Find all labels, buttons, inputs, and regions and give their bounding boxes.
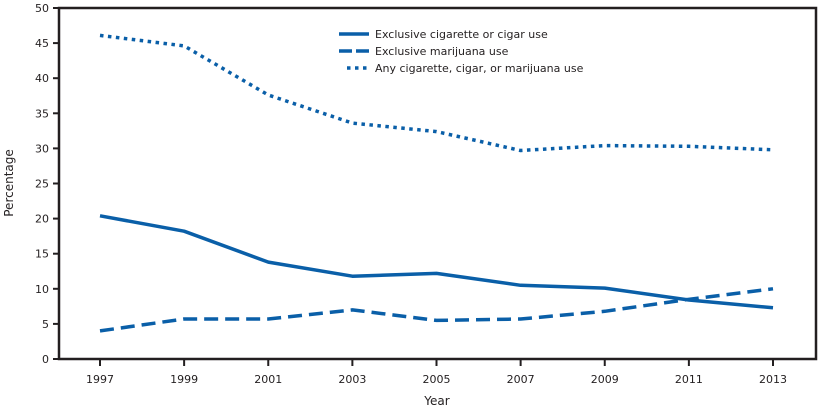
x-tick-label: 2007 — [507, 373, 535, 386]
data-point — [435, 130, 439, 134]
legend-label-2: Exclusive marijuana use — [375, 45, 509, 58]
data-point — [603, 144, 607, 148]
x-tick-label: 2003 — [338, 373, 366, 386]
data-point — [519, 149, 523, 153]
y-tick-label: 50 — [35, 2, 49, 15]
plot-frame — [57, 6, 818, 361]
data-point — [266, 93, 270, 97]
data-point — [350, 121, 354, 125]
data-point — [182, 317, 186, 321]
data-point — [98, 329, 102, 333]
y-tick-label: 5 — [42, 318, 49, 331]
y-tick-label: 0 — [42, 353, 49, 366]
data-point — [771, 287, 775, 291]
data-point — [266, 317, 270, 321]
y-tick-label: 40 — [35, 72, 49, 85]
legend-label-1: Exclusive cigarette or cigar use — [375, 28, 548, 41]
y-tick-label: 30 — [35, 142, 49, 155]
y-tick-label: 45 — [35, 37, 49, 50]
data-point — [519, 283, 523, 287]
data-point — [266, 260, 270, 264]
data-point — [771, 148, 775, 152]
series-line-2 — [99, 287, 774, 333]
x-tick-label: 2001 — [254, 373, 282, 386]
x-tick-label: 2011 — [675, 373, 703, 386]
data-point — [687, 297, 691, 301]
data-point — [687, 144, 691, 148]
data-point — [182, 229, 186, 233]
data-point — [603, 286, 607, 290]
x-axis-ticks: 1997 1999 2001 2003 2005 2007 2009 2011 2013 — [86, 359, 787, 386]
data-point — [771, 306, 775, 310]
data-point — [519, 317, 523, 321]
x-axis-title: Year — [423, 394, 449, 408]
x-tick-label: 2005 — [423, 373, 451, 386]
y-tick-label: 10 — [35, 283, 49, 296]
series-line-3 — [99, 33, 774, 153]
data-point — [350, 274, 354, 278]
y-tick-label: 15 — [35, 248, 49, 261]
x-tick-label: 1997 — [86, 373, 114, 386]
x-tick-label: 1999 — [170, 373, 198, 386]
data-point — [435, 271, 439, 275]
legend-label-3: Any cigarette, cigar, or marijuana use — [375, 62, 584, 75]
data-point — [98, 33, 102, 37]
series-line-1 — [99, 214, 774, 310]
legend: Exclusive cigarette or cigar use Exclusiv… — [339, 28, 584, 75]
data-point — [98, 214, 102, 218]
x-tick-label: 2009 — [591, 373, 619, 386]
data-point — [182, 44, 186, 48]
y-axis-title: Percentage — [2, 149, 16, 217]
data-point — [350, 308, 354, 312]
series-lines — [98, 33, 775, 333]
y-tick-label: 35 — [35, 107, 49, 120]
y-tick-label: 20 — [35, 213, 49, 226]
y-axis-ticks: 0 5 10 15 20 25 30 35 40 45 50 — [35, 2, 59, 366]
data-point — [603, 309, 607, 313]
data-point — [435, 318, 439, 322]
y-tick-label: 25 — [35, 178, 49, 191]
plot-border — [57, 6, 818, 361]
x-tick-label: 2013 — [759, 373, 787, 386]
